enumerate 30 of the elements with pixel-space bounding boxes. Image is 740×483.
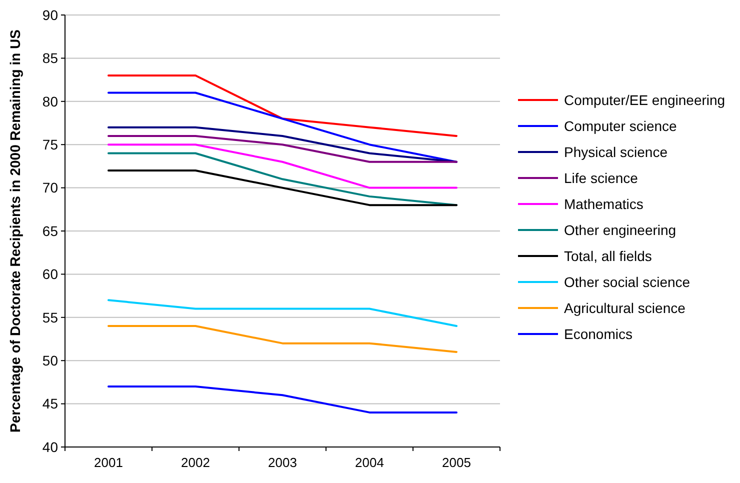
- y-tick-label: 80: [42, 93, 58, 110]
- y-tick-label: 50: [42, 352, 58, 368]
- legend-label: Physical science: [564, 144, 668, 160]
- y-axis-title: Percentage of Doctorate Recipients in 2000 Remaining in US: [7, 30, 23, 432]
- y-tick-label: 70: [42, 180, 58, 196]
- y-tick-label: 60: [42, 266, 58, 282]
- x-tick-label: 2004: [355, 455, 384, 470]
- legend-label: Computer/EE engineering: [564, 92, 726, 108]
- x-tick-label: 2005: [442, 455, 471, 470]
- legend-label: Mathematics: [564, 196, 644, 212]
- legend-label: Life science: [564, 170, 638, 186]
- legend-label: Total, all fields: [564, 248, 652, 264]
- legend-label: Computer science: [564, 118, 678, 134]
- line-series: [108, 92, 458, 163]
- y-tick-label: 40: [42, 438, 58, 455]
- y-tick-label: 75: [42, 136, 58, 152]
- x-tick-label: 2002: [181, 455, 210, 470]
- line-series: [108, 126, 458, 163]
- y-tick-label: 45: [42, 396, 58, 412]
- y-tick-label: 85: [42, 50, 58, 66]
- y-tick-label: 55: [42, 309, 58, 326]
- y-tick-label: 65: [42, 222, 58, 239]
- legend-label: Other engineering: [564, 222, 676, 238]
- y-tick-label: 90: [42, 6, 58, 23]
- legend-label: Agricultural science: [564, 300, 686, 316]
- legend-label: Economics: [564, 326, 632, 342]
- x-tick-label: 2001: [94, 455, 123, 470]
- legend-label: Other social science: [564, 274, 690, 290]
- line-series: [108, 74, 458, 137]
- x-tick-label: 2003: [268, 455, 297, 470]
